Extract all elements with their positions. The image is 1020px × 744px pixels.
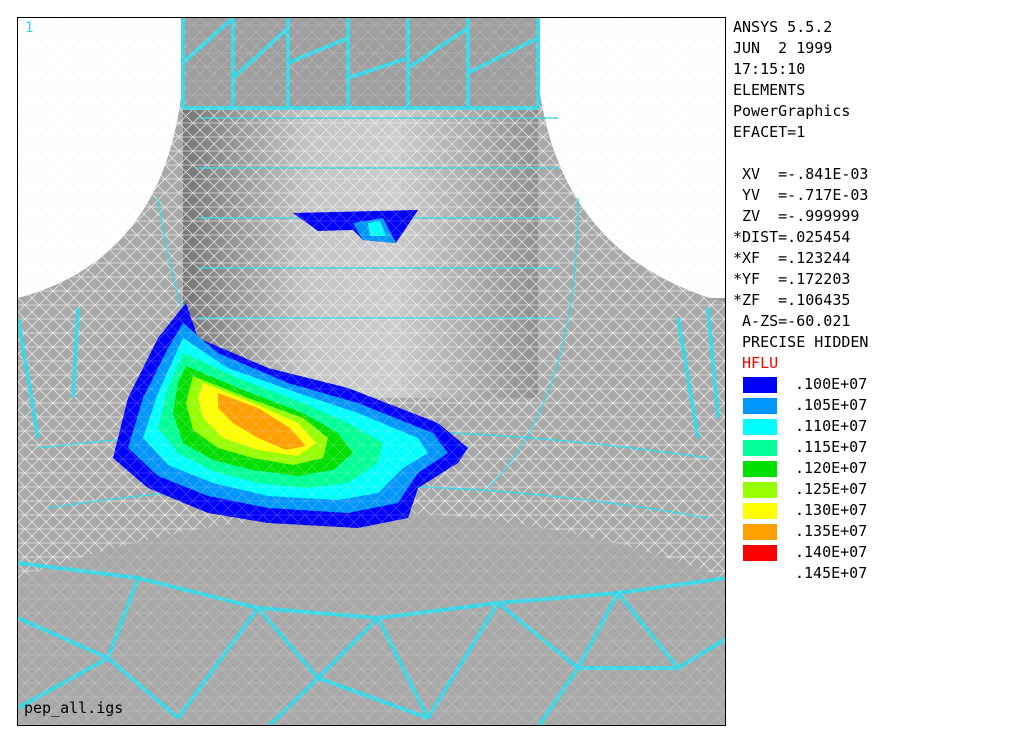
legend-entry: .145E+07 — [733, 563, 1013, 584]
legend-swatch — [743, 545, 777, 561]
legend-entry: .120E+07 — [733, 458, 1013, 479]
legend-swatch — [743, 377, 777, 393]
view-parameter-line: XV =-.841E-03 — [733, 165, 869, 183]
legend-entry: .100E+07 — [733, 374, 1013, 395]
window-number: 1 — [25, 20, 34, 36]
legend-value: .115E+07 — [795, 438, 868, 456]
file-name-label: pep_all.igs — [24, 699, 124, 717]
view-parameter-line: *YF =.172203 — [733, 270, 851, 288]
info-line: JUN 2 1999 — [733, 39, 833, 57]
view-parameter-line: *XF =.123244 — [733, 249, 851, 267]
legend-swatch — [743, 524, 777, 540]
mesh-render — [18, 18, 725, 725]
legend-entry: .105E+07 — [733, 395, 1013, 416]
view-parameter-line: *DIST=.025454 — [733, 228, 851, 246]
legend-value: .105E+07 — [795, 396, 868, 414]
legend-value: .130E+07 — [795, 501, 868, 519]
legend-swatch — [743, 482, 777, 498]
info-line: PowerGraphics — [733, 102, 851, 120]
legend-entry: .135E+07 — [733, 521, 1013, 542]
legend-entry: .110E+07 — [733, 416, 1013, 437]
legend-entry: .130E+07 — [733, 500, 1013, 521]
view-parameter-line: PRECISE HIDDEN — [733, 333, 869, 351]
contour-legend: .100E+07 .105E+07 .110E+07 .115E+07 .120E+07… — [733, 374, 1013, 584]
legend-value: .100E+07 — [795, 375, 868, 393]
legend-value: .145E+07 — [795, 564, 868, 582]
info-panel: ANSYS 5.5.2 JUN 2 1999 17:15:10 ELEMENTS Pow… — [733, 17, 1013, 584]
legend-entry: .125E+07 — [733, 479, 1013, 500]
legend-swatch — [743, 461, 777, 477]
legend-value: .135E+07 — [795, 522, 868, 540]
view-parameter-line: YV =-.717E-03 — [733, 186, 869, 204]
legend-swatch — [743, 398, 777, 414]
legend-value: .110E+07 — [795, 417, 868, 435]
legend-value: .120E+07 — [795, 459, 868, 477]
legend-value: .140E+07 — [795, 543, 868, 561]
legend-entry: .140E+07 — [733, 542, 1013, 563]
legend-entry: .115E+07 — [733, 437, 1013, 458]
info-line: ANSYS 5.5.2 — [733, 18, 833, 36]
legend-swatch — [743, 440, 777, 456]
graphics-viewport[interactable]: 1 pep_all.igs — [17, 17, 726, 726]
legend-swatch — [743, 503, 777, 519]
view-parameter-line: ZV =-.999999 — [733, 207, 860, 225]
result-label: HFLU — [733, 354, 779, 372]
info-line: ELEMENTS — [733, 81, 806, 99]
view-parameter-line: *ZF =.106435 — [733, 291, 851, 309]
info-line: EFACET=1 — [733, 123, 806, 141]
info-line: 17:15:10 — [733, 60, 806, 78]
view-parameter-line: A-ZS=-60.021 — [733, 312, 851, 330]
legend-value: .125E+07 — [795, 480, 868, 498]
legend-swatch — [743, 419, 777, 435]
